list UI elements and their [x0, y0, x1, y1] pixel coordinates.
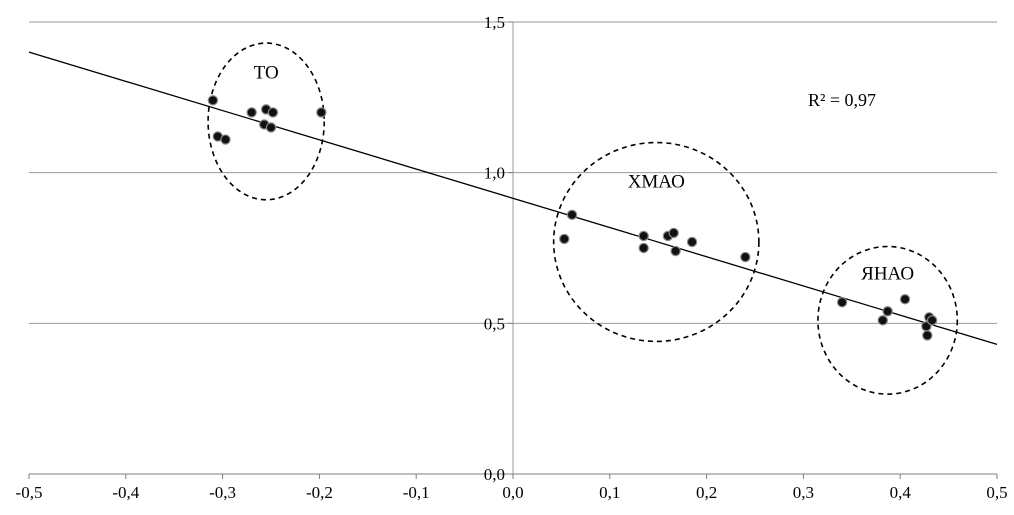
trendline-group [28, 51, 998, 346]
tick-labels: -0,5 -0,4 -0,3 -0,2 -0,1 0,0 0,1 0,2 0,3 0,4 0,5 0,… [16, 13, 1008, 502]
data-point-3 [246, 107, 257, 118]
x-tick-label-5: 0,0 [502, 483, 523, 502]
data-point-0 [207, 95, 219, 106]
data-point-14 [668, 227, 679, 239]
x-tick-label-4: -0,1 [403, 483, 430, 502]
data-point-15 [670, 245, 681, 257]
data-point-23 [922, 330, 933, 341]
x-tick-label-0: -0,5 [16, 483, 43, 502]
data-point-12 [638, 242, 649, 254]
r-squared-label: R² = 0,97 [808, 90, 876, 110]
x-tick-label-9: 0,4 [890, 483, 912, 502]
data-point-7 [265, 122, 277, 133]
cluster-label-1: ХМАО [628, 171, 685, 192]
data-points [207, 95, 938, 341]
data-point-8 [316, 107, 327, 118]
x-tick-label-8: 0,3 [793, 483, 814, 502]
x-tick-label-2: -0,3 [209, 483, 236, 502]
trendline [28, 51, 998, 346]
x-tick-label-6: 0,1 [599, 483, 620, 502]
axes [28, 21, 998, 479]
cluster-circle-1 [552, 141, 760, 343]
cluster-label-0: ТО [254, 62, 279, 83]
data-point-25 [926, 315, 938, 326]
data-point-21 [899, 294, 911, 305]
y-tick-label-0: 0,0 [484, 465, 505, 484]
cluster-circle-2 [817, 245, 959, 395]
data-point-10 [566, 209, 578, 221]
cluster-circles: ТО ХМАО ЯНАО [207, 42, 959, 395]
data-point-18 [836, 297, 848, 308]
data-point-19 [877, 315, 888, 326]
data-point-9 [559, 233, 570, 245]
data-point-17 [740, 251, 751, 263]
x-tick-label-10: 0,5 [986, 483, 1007, 502]
x-tick-label-7: 0,2 [696, 483, 717, 502]
data-point-5 [267, 107, 279, 118]
data-point-11 [638, 230, 649, 242]
y-tick-label-3: 1,5 [484, 13, 505, 32]
data-point-20 [882, 306, 893, 317]
data-point-2 [220, 134, 231, 145]
data-point-16 [686, 236, 698, 248]
cluster-label-2: ЯНАО [861, 264, 914, 285]
y-tick-label-1: 0,5 [484, 314, 505, 333]
x-tick-label-1: -0,4 [112, 483, 139, 502]
y-tick-label-2: 1,0 [484, 164, 505, 183]
x-tick-label-3: -0,2 [306, 483, 333, 502]
cluster-circle-0 [207, 42, 326, 201]
